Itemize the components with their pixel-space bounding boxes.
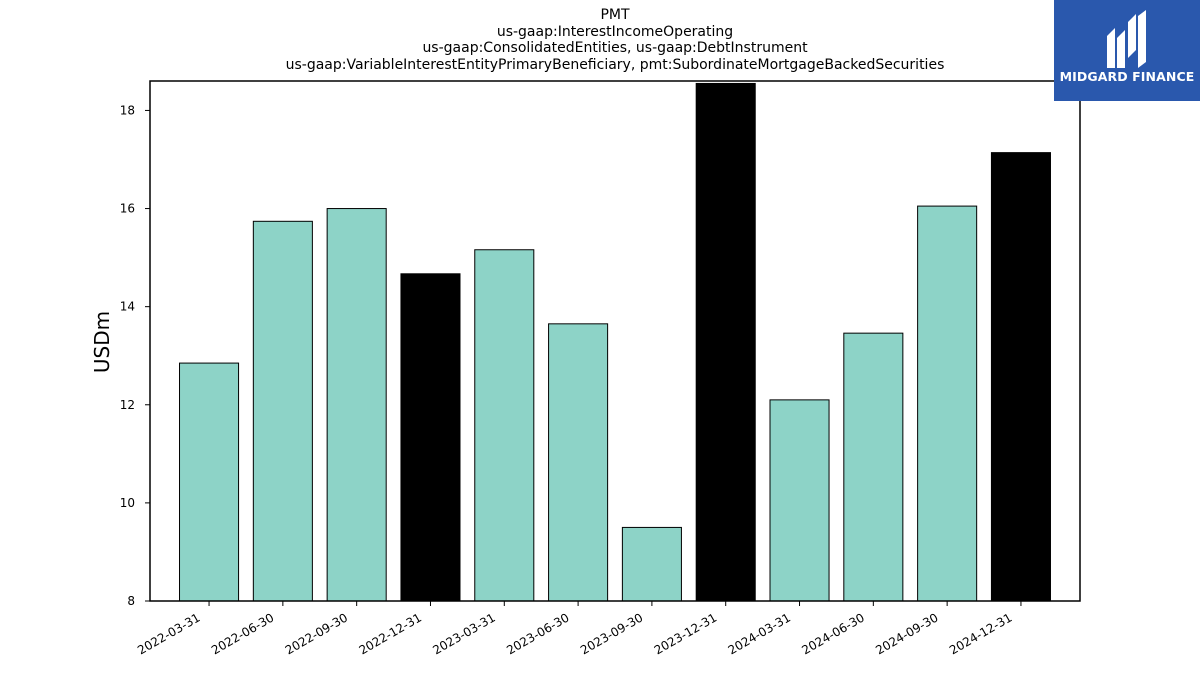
midgard-finance-logo: MIDGARD FINANCE <box>1054 0 1200 101</box>
y-tick-label: 16 <box>120 202 135 216</box>
x-tick-label: 2022-03-31 <box>135 610 202 657</box>
chart-title-line-1: PMT <box>600 7 630 23</box>
bar-2022-12-31 <box>400 273 461 602</box>
bar-2024-03-31 <box>769 399 830 602</box>
x-tick-label: 2024-03-31 <box>726 610 793 657</box>
x-tick-label: 2022-06-30 <box>209 610 276 657</box>
x-tick-label: 2022-12-31 <box>357 610 424 657</box>
chart-title: PMT us-gaap:InterestIncomeOperating us-g… <box>150 7 1080 73</box>
logo-text: MIDGARD FINANCE <box>1059 69 1195 84</box>
bar-2023-03-31 <box>474 249 535 602</box>
y-tick-label: 12 <box>120 398 135 412</box>
x-tick-label: 2023-06-30 <box>504 610 571 657</box>
x-tick-label: 2022-09-30 <box>283 610 350 657</box>
bar-2023-06-30 <box>548 323 609 602</box>
bars-group <box>179 82 1051 602</box>
chart-title-line-3: us-gaap:ConsolidatedEntities, us-gaap:De… <box>422 40 808 56</box>
bar-2023-12-31 <box>695 82 756 602</box>
chart-title-line-4: us-gaap:VariableInterestEntityPrimaryBen… <box>285 56 945 73</box>
x-tick-label: 2023-12-31 <box>652 610 719 657</box>
x-tick-label: 2023-03-31 <box>430 610 497 657</box>
bar-2022-03-31 <box>179 362 240 602</box>
bar-2024-12-31 <box>990 152 1051 602</box>
plot-frame <box>149 80 1081 602</box>
bar-2023-09-30 <box>621 526 682 602</box>
x-tick-label: 2023-09-30 <box>578 610 645 657</box>
bar-2022-06-30 <box>252 220 313 602</box>
chart-title-line-2: us-gaap:InterestIncomeOperating <box>496 23 734 40</box>
y-tick-label: 8 <box>127 594 135 608</box>
midgard-logo-icon <box>1107 10 1146 68</box>
bar-2024-09-30 <box>917 205 978 602</box>
y-tick-label: 18 <box>120 103 135 117</box>
y-axis-label: USDm <box>90 311 114 373</box>
x-tick-label: 2024-09-30 <box>873 610 940 657</box>
bar-2024-06-30 <box>843 332 904 602</box>
y-tick-label: 10 <box>120 496 135 510</box>
x-tick-label: 2024-12-31 <box>947 610 1014 657</box>
bar-2022-09-30 <box>326 208 387 602</box>
x-tick-label: 2024-06-30 <box>799 610 866 657</box>
y-tick-label: 14 <box>120 300 135 314</box>
